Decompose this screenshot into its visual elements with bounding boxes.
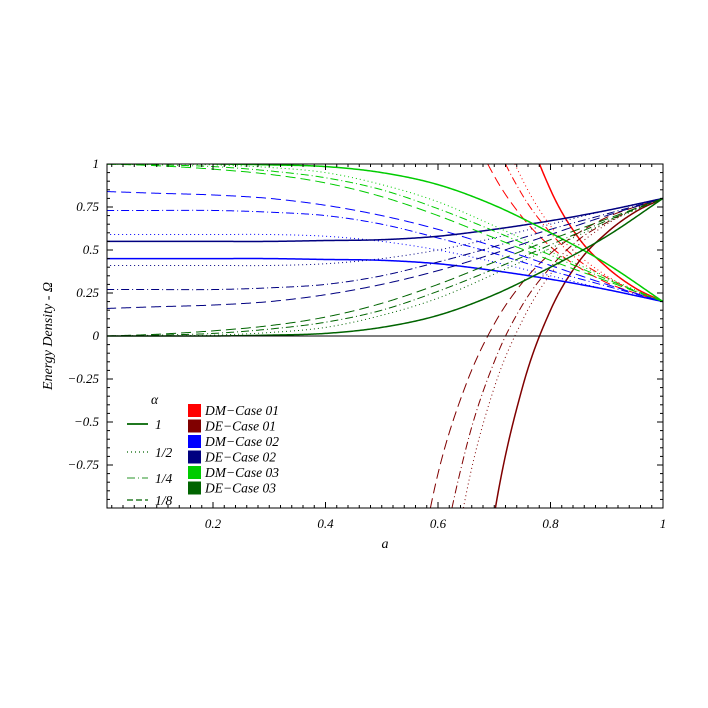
series-line-de-case-01-alpha-1-4 — [451, 197, 663, 508]
legend-alpha-label: 1/2 — [155, 445, 173, 460]
legend-alpha-label: 1 — [155, 417, 162, 432]
y-tick-label: 0.25 — [76, 285, 99, 300]
series-line-dm-case-03-alpha-1-8 — [107, 164, 663, 303]
y-tick-label: −0.25 — [67, 371, 99, 386]
legend-color-swatch — [188, 450, 201, 464]
series-line-dm-case-03-alpha-1-2 — [156, 164, 663, 303]
legend-case-label: DE−Case 02 — [204, 450, 276, 465]
y-axis-label: Energy Density - Ω — [41, 282, 56, 391]
legend-color-swatch — [188, 419, 201, 433]
series-line-dm-case-02-alpha-1-8 — [107, 191, 663, 303]
legend-alpha-label: 1/8 — [155, 493, 173, 508]
y-tick-label: −0.5 — [74, 414, 100, 429]
x-tick-label: 0.2 — [205, 516, 222, 531]
series-line-dm-case-03-alpha-1-4 — [107, 164, 663, 303]
series-line-de-case-02-alpha-1-2 — [107, 197, 663, 267]
axis-ticks: 0.2 0.4 0.6 0.8 1 1 0.75 0.5 0.25 0 −0.25 −0.5 −0.75 — [67, 156, 666, 531]
legend-case-label: DE−Case 03 — [204, 481, 276, 496]
legend-color-swatch — [188, 435, 201, 448]
series-line-de-case-03-alpha-1-8 — [107, 197, 663, 337]
legend-case-label: DM−Case 01 — [204, 403, 279, 418]
series-line-dm-case-02-alpha-1-2 — [107, 233, 663, 303]
legend-alpha-label: 1/4 — [155, 471, 173, 486]
series-line-de-case-01-alpha-1-2 — [462, 197, 663, 508]
y-tick-label: 0.75 — [76, 199, 99, 214]
series-line-dm-case-01-alpha-1-4 — [505, 164, 663, 303]
series-line-de-case-02-alpha-1-4 — [107, 197, 663, 291]
series-line-de-case-02-alpha-1 — [107, 197, 663, 243]
legend-title: α — [151, 392, 159, 407]
y-tick-label: 0.5 — [83, 242, 100, 257]
y-tick-label: 0 — [93, 328, 100, 343]
series-line-dm-case-03-alpha-1 — [107, 164, 663, 303]
legend-case-label: DM−Case 03 — [204, 465, 279, 480]
x-tick-label: 1 — [660, 516, 667, 531]
series-line-de-case-01-alpha-1-8 — [429, 197, 663, 508]
x-tick-label: 0.6 — [430, 516, 447, 531]
legend-case-label: DE−Case 01 — [204, 419, 276, 434]
legend-color-swatch — [188, 466, 201, 479]
legend-color-swatch — [188, 404, 201, 417]
series-line-de-case-02-alpha-1-8 — [107, 197, 663, 309]
series-line-dm-case-02-alpha-1-4 — [107, 209, 663, 303]
series-line-dm-case-02-alpha-1 — [107, 257, 663, 303]
legend-color-swatch — [188, 481, 201, 495]
series-line-dm-case-01-alpha-1 — [538, 164, 663, 303]
x-tick-label: 0.8 — [542, 516, 559, 531]
x-axis-label: a — [382, 537, 389, 552]
series-line-de-case-01-alpha-1 — [494, 197, 663, 508]
x-tick-label: 0.4 — [317, 516, 334, 531]
series-line-de-case-03-alpha-1-4 — [107, 197, 663, 337]
y-tick-label: 1 — [93, 156, 100, 171]
legend-case-label: DM−Case 02 — [204, 434, 279, 449]
y-tick-label: −0.75 — [67, 457, 99, 472]
